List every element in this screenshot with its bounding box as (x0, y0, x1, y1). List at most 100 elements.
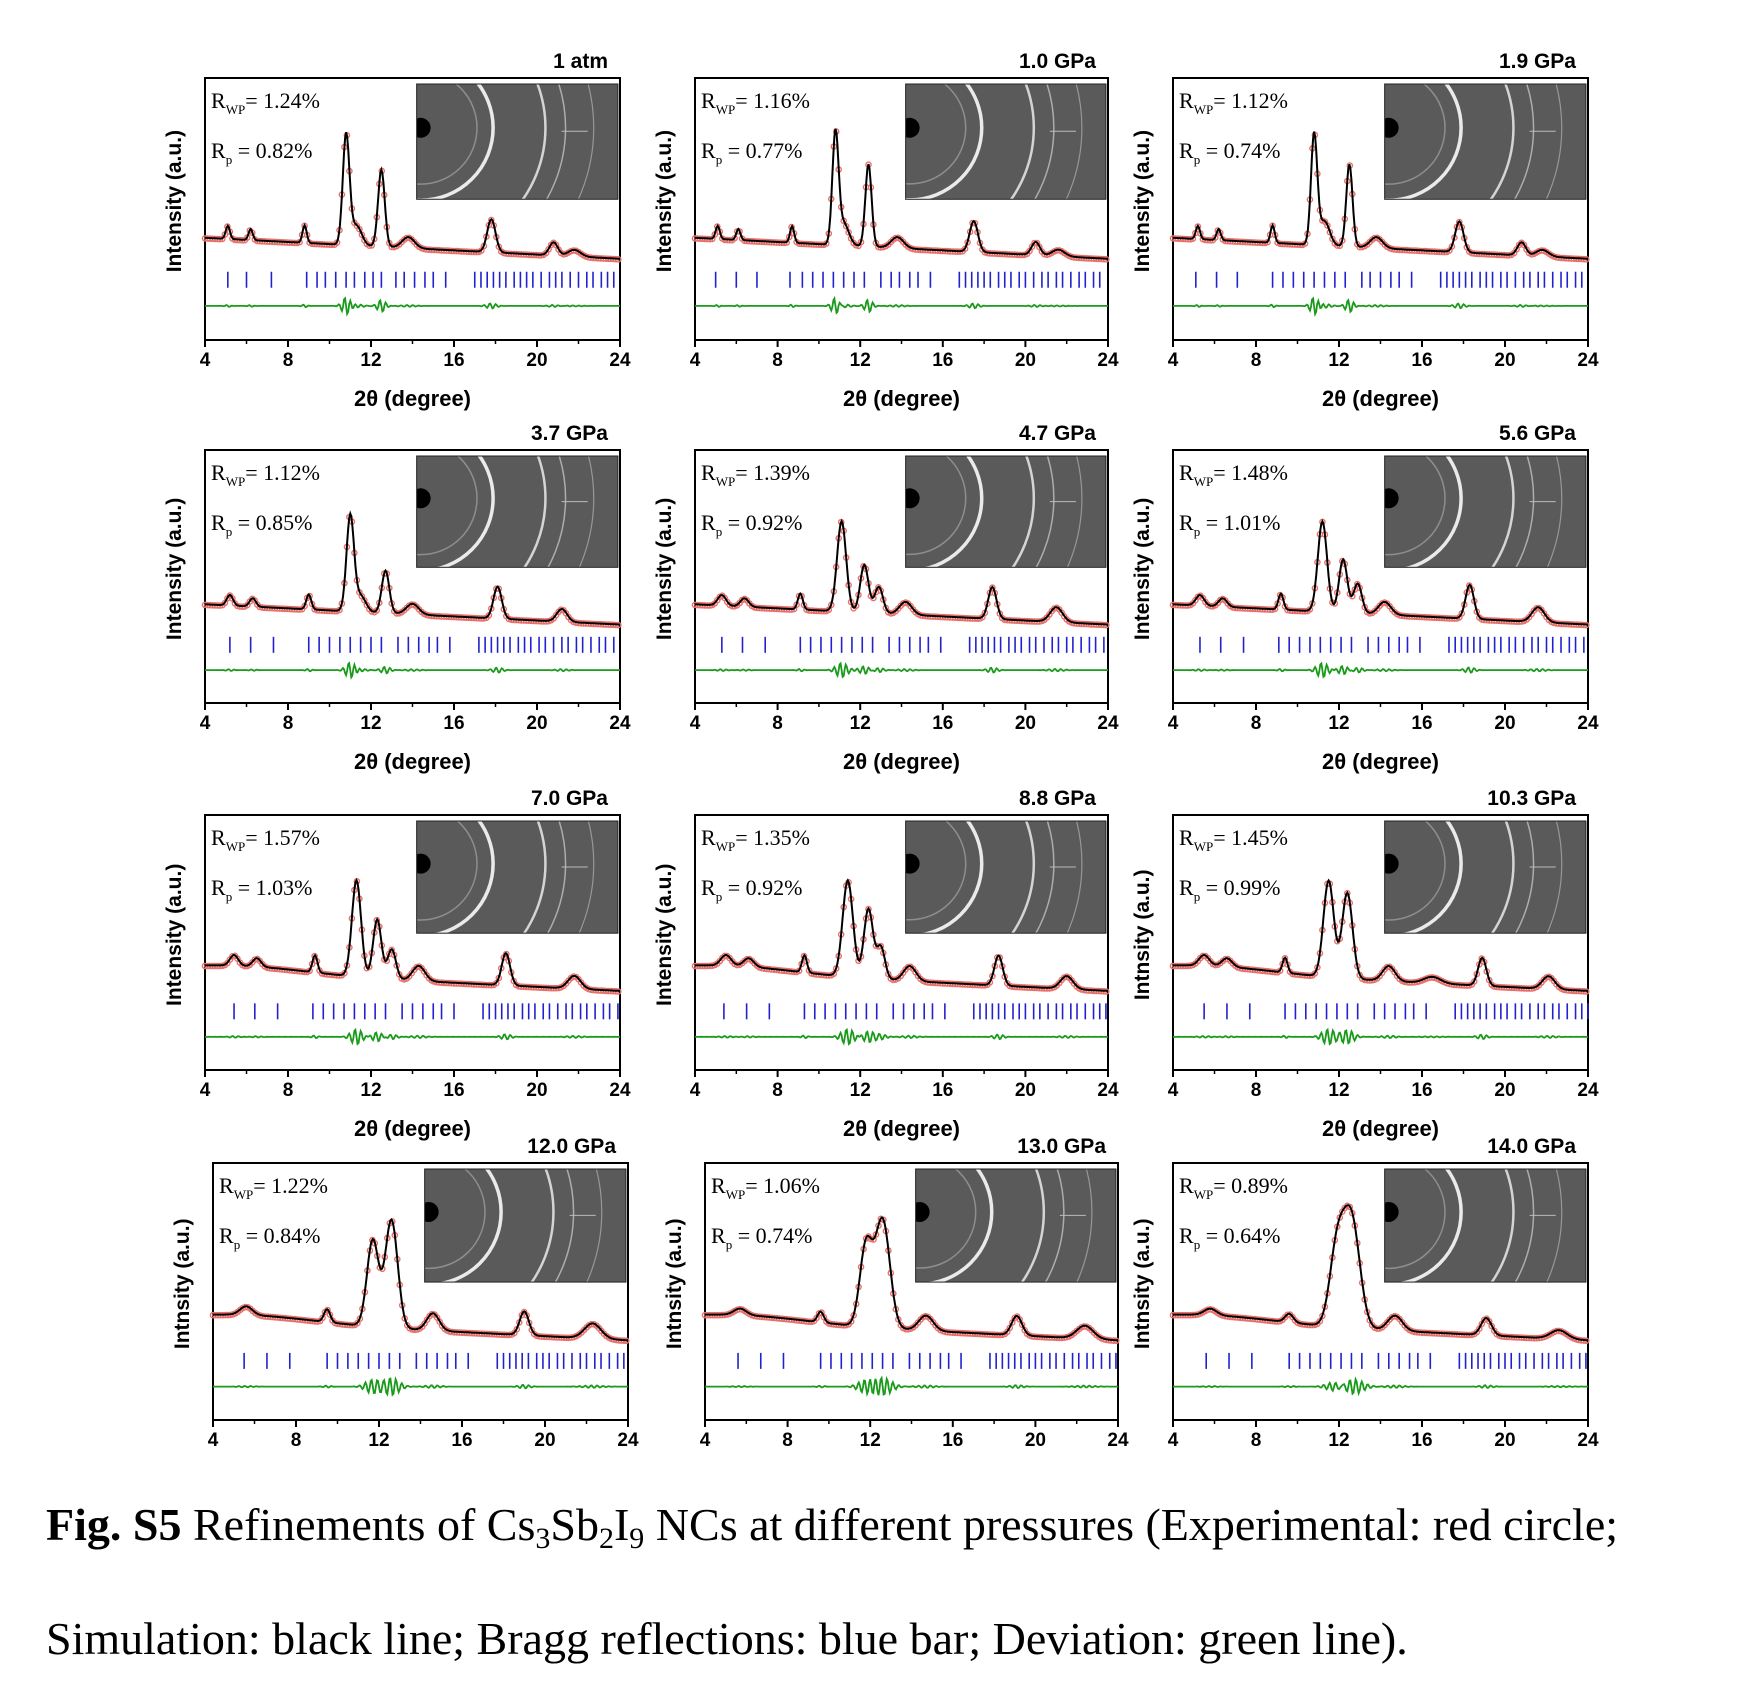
diffraction-ring (1404, 456, 1463, 568)
beamstop (915, 1201, 930, 1222)
x-tick-label: 4 (1168, 1430, 1179, 1451)
inset-border (915, 1168, 1117, 1283)
diffraction-inset (416, 456, 618, 568)
x-tick-label: 16 (932, 350, 953, 371)
diffraction-ring (523, 456, 547, 568)
x-tick-label: 12 (860, 1430, 881, 1451)
panel-title: 7.0 GPa (531, 787, 608, 810)
diffraction-ring (547, 456, 567, 568)
x-tick-label: 24 (1097, 713, 1119, 734)
rp-label: Rp = 0.64% (1179, 1223, 1280, 1252)
diffraction-ring (577, 84, 595, 200)
inset-background (915, 1169, 1116, 1283)
diffraction-ring (1401, 821, 1463, 934)
bragg-series (723, 1003, 1107, 1020)
simulation-line (213, 1218, 628, 1342)
inset-border (1384, 820, 1587, 934)
deviation-line (1173, 1376, 1588, 1397)
caption-sub-2: 2 (598, 1522, 614, 1555)
x-tick-label: 24 (1097, 350, 1119, 371)
beamstop (1384, 1201, 1399, 1222)
beamstop (905, 117, 920, 138)
rp-label: Rp = 0.85% (211, 510, 312, 539)
chart-panel: 4 8 12 16 20 24 2θ (degree) Intensity (a.u.) 1 a… (163, 50, 631, 411)
chart-panel: 4 8 12 16 20 24 2θ (degree) Intensity (a.u.) 1.0… (653, 50, 1119, 411)
diffraction-ring (1513, 84, 1535, 200)
panel-title: 1.9 GPa (1499, 50, 1576, 73)
x-tick-label: 12 (850, 713, 871, 734)
y-axis-label: Intensity (a.u.) (163, 498, 186, 640)
rwp-label: RWP= 1.45% (1179, 825, 1288, 854)
x-tick-label: 24 (609, 1080, 631, 1101)
chart-panel: 4 8 12 16 20 24 2θ (degree) Intnsity (a.u.) 10.3… (1131, 787, 1599, 1141)
diffraction-ring (1066, 821, 1083, 934)
diffraction-ring (905, 84, 984, 200)
diffraction-ring (416, 84, 478, 185)
bragg-series (243, 1352, 625, 1369)
panel-title: 4.7 GPa (1019, 422, 1096, 445)
panel-title: 1.0 GPa (1019, 50, 1096, 73)
x-tick-label: 12 (850, 1080, 871, 1101)
x-tick-label: 16 (443, 350, 464, 371)
x-tick-label: 24 (1097, 1080, 1119, 1101)
simulation-line (705, 1216, 1118, 1342)
deviation-line (213, 1375, 628, 1397)
diffraction-inset (1384, 456, 1586, 568)
rp-label: Rp = 0.77% (701, 138, 802, 167)
deviation-line (205, 1027, 620, 1046)
rwp-label: RWP= 1.22% (219, 1173, 328, 1202)
diffraction-ring (1384, 821, 1446, 921)
diffraction-ring (1035, 456, 1055, 568)
x-tick-label: 20 (1494, 713, 1515, 734)
inset-background (424, 1169, 626, 1283)
bragg-series (1195, 271, 1583, 288)
y-axis-label: Intensity (a.u.) (1131, 130, 1154, 272)
rwp-label: RWP= 1.48% (1179, 460, 1288, 489)
rwp-label: RWP= 1.12% (211, 460, 320, 489)
inset-border (424, 1168, 627, 1283)
rp-label: Rp = 0.84% (219, 1223, 320, 1252)
x-tick-label: 4 (1168, 713, 1179, 734)
diffraction-ring (1515, 456, 1535, 568)
diffraction-ring (437, 1169, 503, 1283)
x-tick-label: 20 (1015, 713, 1036, 734)
x-tick-label: 8 (283, 1080, 294, 1101)
x-tick-label: 24 (617, 1430, 639, 1451)
x-tick-label: 4 (208, 1430, 219, 1451)
deviation-line (1173, 1027, 1589, 1046)
inset-border (905, 820, 1107, 934)
x-tick-label: 12 (850, 350, 871, 371)
x-tick-label: 12 (360, 350, 381, 371)
beamstop (1384, 853, 1399, 874)
x-tick-label: 8 (772, 350, 783, 371)
x-tick-label: 4 (690, 713, 701, 734)
diffraction-ring (1397, 1169, 1463, 1283)
x-axis-label: 2θ (degree) (843, 1116, 960, 1141)
diffraction-ring (1384, 84, 1446, 185)
inset-border (1384, 1168, 1587, 1283)
x-tick-label: 4 (690, 1080, 701, 1101)
experimental-point (865, 905, 872, 913)
diffraction-ring (925, 1169, 994, 1283)
chart-panel: 4 8 12 16 20 24 2θ (degree) Intensity (a.u.) 4.7… (653, 422, 1119, 774)
experimental-point (492, 979, 500, 987)
x-tick-label: 24 (1577, 350, 1599, 371)
inset-background (905, 456, 1106, 568)
bragg-series (227, 271, 615, 288)
simulation-line (1172, 131, 1589, 260)
chart-panel: 4 8 12 16 20 24 Intnsity (a.u.) 14.0 GPa RWP= 0.… (1131, 1135, 1599, 1451)
inset-border (1384, 455, 1587, 568)
experimental-point (1016, 1316, 1024, 1323)
diffraction-ring (1514, 1169, 1535, 1283)
caption-text-c: I (613, 1499, 630, 1550)
chart-panel: 4 8 12 16 20 24 Intnsity (a.u.) 13.0 GPa RWP= 1.… (663, 1135, 1129, 1451)
x-tick-label: 8 (283, 713, 294, 734)
x-tick-label: 8 (1251, 1080, 1262, 1101)
x-tick-label: 8 (291, 1430, 302, 1451)
x-tick-label: 24 (609, 713, 631, 734)
caption-sub-1: 3 (535, 1522, 551, 1555)
x-tick-label: 4 (700, 1430, 711, 1451)
diffraction-inset (905, 456, 1106, 568)
x-tick-label: 8 (283, 350, 294, 371)
beamstop (416, 488, 431, 509)
